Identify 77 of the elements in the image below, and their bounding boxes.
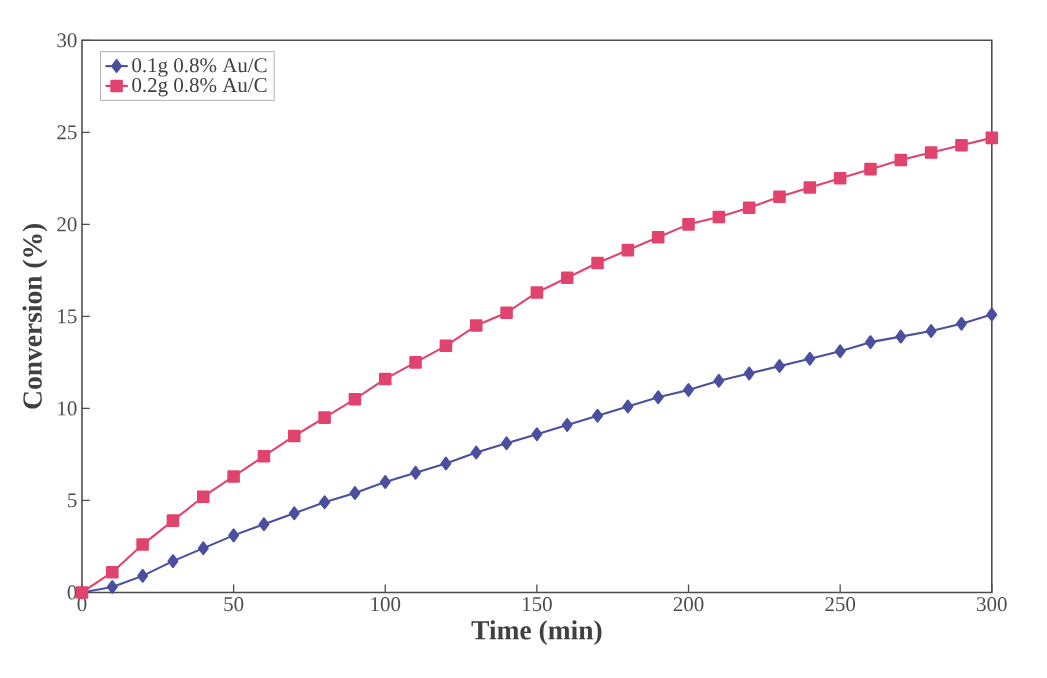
- point: [834, 344, 846, 359]
- point: [925, 324, 937, 338]
- point: [531, 427, 543, 442]
- point: [773, 190, 786, 203]
- point: [137, 568, 149, 583]
- y-tick-label: 10: [58, 401, 77, 416]
- point: [348, 392, 362, 406]
- point: [349, 486, 361, 500]
- y-axis-title: Conversion (%): [22, 223, 48, 409]
- point: [469, 319, 483, 332]
- point: [106, 565, 119, 579]
- y-tick-label: 20: [57, 217, 77, 232]
- x-tick-label: 250: [825, 597, 856, 612]
- x-tick-label: 150: [523, 597, 552, 612]
- y-tick-label: 5: [68, 493, 77, 508]
- point: [136, 538, 149, 551]
- point: [288, 506, 300, 521]
- legend-label: 0.1g 0.8% Au/C: [132, 58, 267, 77]
- point: [894, 153, 908, 167]
- point: [924, 146, 938, 159]
- point: [409, 356, 422, 369]
- point: [622, 399, 634, 414]
- point: [713, 373, 725, 388]
- y-tick-label: 0: [67, 585, 77, 600]
- point: [651, 230, 665, 244]
- x-tick-label: 200: [673, 597, 704, 612]
- point: [378, 372, 392, 386]
- point: [197, 541, 209, 556]
- x-tick-label: 50: [224, 597, 244, 612]
- point: [501, 436, 513, 451]
- point: [742, 201, 756, 215]
- legend-label: 0.2g 0.8% Au/C: [132, 77, 267, 97]
- x-axis-title: Time (min): [471, 620, 602, 646]
- point: [865, 335, 876, 350]
- point: [258, 517, 270, 532]
- point: [319, 495, 331, 510]
- point: [228, 528, 240, 543]
- point: [712, 210, 726, 224]
- point: [833, 171, 847, 185]
- point: [560, 271, 574, 284]
- point: [470, 445, 482, 460]
- point: [167, 554, 179, 569]
- y-tick-label: 30: [57, 33, 77, 48]
- point: [530, 286, 544, 299]
- point: [166, 514, 180, 527]
- point: [683, 382, 694, 397]
- point: [804, 351, 816, 366]
- point: [591, 256, 604, 270]
- point: [440, 456, 452, 471]
- point: [986, 307, 998, 322]
- point: [287, 429, 301, 443]
- point: [682, 217, 695, 231]
- point: [227, 470, 240, 483]
- y-tick-label: 15: [58, 309, 77, 324]
- point: [439, 339, 453, 353]
- point: [500, 306, 513, 319]
- point: [985, 131, 999, 145]
- x-tick-label: 300: [977, 597, 1007, 612]
- point: [257, 449, 271, 463]
- point: [197, 490, 210, 503]
- point: [956, 316, 967, 331]
- point: [743, 366, 755, 381]
- point: [561, 417, 573, 432]
- y-tick-label: 25: [57, 125, 77, 140]
- point: [652, 390, 664, 405]
- point: [410, 465, 422, 480]
- point: [318, 411, 331, 424]
- point: [803, 181, 817, 194]
- point: [621, 243, 635, 257]
- point: [864, 162, 877, 176]
- point: [592, 408, 604, 423]
- point: [955, 138, 968, 152]
- point: [379, 475, 391, 489]
- point: [774, 359, 785, 373]
- x-tick-label: 100: [371, 597, 401, 612]
- point: [895, 329, 907, 344]
- point: [106, 579, 118, 594]
